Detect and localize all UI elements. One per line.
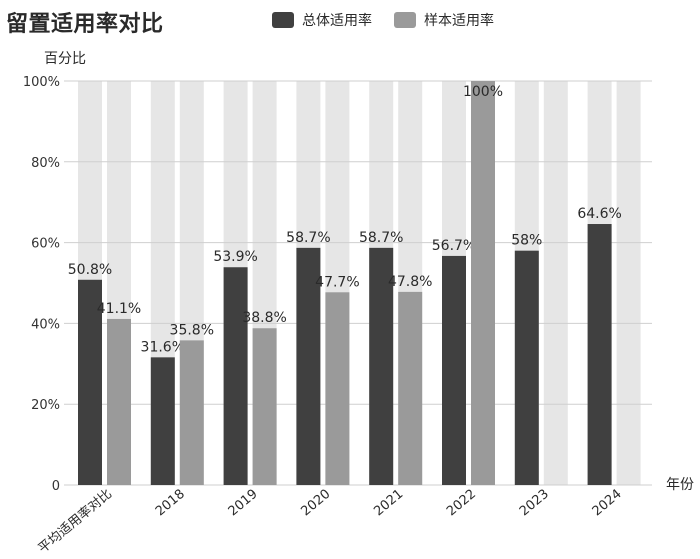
bar-sample <box>252 328 277 485</box>
bar-sample <box>325 292 350 485</box>
legend-swatch-overall <box>272 12 294 28</box>
legend-label-sample: 样本适用率 <box>424 13 494 29</box>
y-tick-label: 0 <box>52 479 60 494</box>
bar-overall <box>150 357 175 485</box>
bar-overall <box>369 247 394 485</box>
x-tick-label: 2019 <box>226 487 261 520</box>
legend-swatch-sample <box>394 12 416 28</box>
legend-item-overall: 总体适用率 <box>272 10 372 30</box>
data-label: 58.7% <box>359 230 403 246</box>
legend: 总体适用率 样本适用率 <box>272 10 516 30</box>
bar-sample <box>179 340 204 485</box>
data-label: 64.6% <box>577 206 621 222</box>
data-label: 50.8% <box>68 262 112 278</box>
data-label: 35.8% <box>170 322 214 338</box>
x-tick-label: 2020 <box>298 487 333 520</box>
y-tick-label: 40% <box>31 317 60 332</box>
data-label: 38.8% <box>242 310 286 326</box>
x-axis-label: 年份 <box>666 477 694 493</box>
y-tick-label: 100% <box>23 75 60 90</box>
data-label: 56.7% <box>432 238 476 254</box>
bar-overall <box>514 250 539 485</box>
bar-sample <box>471 81 495 485</box>
x-tick-label: 2024 <box>590 487 625 520</box>
legend-item-sample: 样本适用率 <box>394 10 494 30</box>
bar-sample <box>107 318 131 485</box>
x-tick-label: 2021 <box>371 487 406 520</box>
x-tick-label: 2023 <box>517 487 552 520</box>
data-label: 53.9% <box>213 249 257 265</box>
bar-sample <box>398 291 423 485</box>
y-tick-label: 60% <box>31 237 60 252</box>
data-label: 58.7% <box>286 230 330 246</box>
data-label: 31.6% <box>141 339 185 355</box>
y-tick-label: 20% <box>31 398 60 413</box>
chart-title: 留置适用率对比 <box>6 12 164 37</box>
x-tick-label: 平均适用率对比 <box>35 486 115 557</box>
background-column <box>616 81 641 485</box>
bar-overall <box>78 279 102 485</box>
data-label: 58% <box>511 233 542 249</box>
data-label: 47.8% <box>388 274 432 290</box>
background-column <box>543 81 568 485</box>
y-tick-label: 80% <box>31 156 60 171</box>
data-label: 41.1% <box>97 301 141 317</box>
bar-overall <box>442 255 466 485</box>
bar-overall <box>223 267 248 485</box>
x-tick-label: 2018 <box>153 487 188 520</box>
y-axis-label: 百分比 <box>44 51 86 67</box>
data-label: 47.7% <box>315 274 359 290</box>
legend-label-overall: 总体适用率 <box>302 13 372 29</box>
bar-overall <box>587 224 612 486</box>
data-label: 100% <box>463 84 503 100</box>
x-tick-label: 2022 <box>444 487 479 520</box>
bar-overall <box>296 247 321 485</box>
